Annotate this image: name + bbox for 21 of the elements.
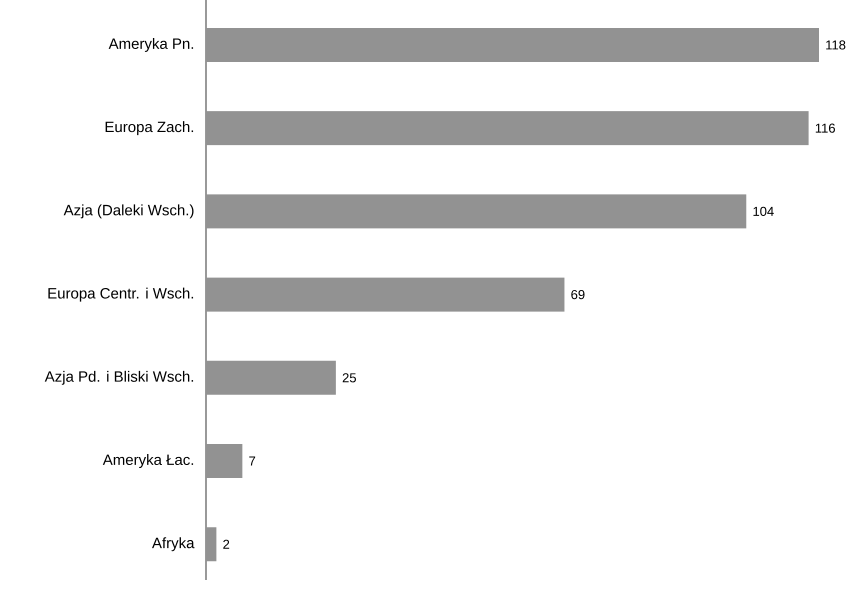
y-tick-label: Azja Pd. i Bliski Wsch. xyxy=(44,370,194,385)
y-tick-label: Ameryka Pn. xyxy=(108,38,194,52)
data-label: 118 xyxy=(826,40,846,50)
data-label: 69 xyxy=(571,290,584,300)
y-tick-label: Ameryka Łac. xyxy=(102,454,194,468)
data-label: 7 xyxy=(249,456,256,466)
bar xyxy=(206,444,242,478)
y-tick-label: Europa Centr. i Wsch. xyxy=(48,288,194,302)
data-label: 116 xyxy=(816,124,835,133)
y-tick-label: Azja (Daleki Wsch.) xyxy=(64,204,194,218)
data-label: 25 xyxy=(342,373,356,382)
bar xyxy=(206,278,564,312)
data-label: 2 xyxy=(223,540,230,549)
bar xyxy=(206,28,820,62)
y-tick-label: Europa Zach. xyxy=(106,121,194,136)
y-tick-label: Afryka xyxy=(152,537,194,552)
bar xyxy=(206,360,336,395)
bar xyxy=(206,111,809,146)
bar xyxy=(206,527,216,562)
bar xyxy=(206,194,746,228)
data-label: 104 xyxy=(753,206,774,216)
